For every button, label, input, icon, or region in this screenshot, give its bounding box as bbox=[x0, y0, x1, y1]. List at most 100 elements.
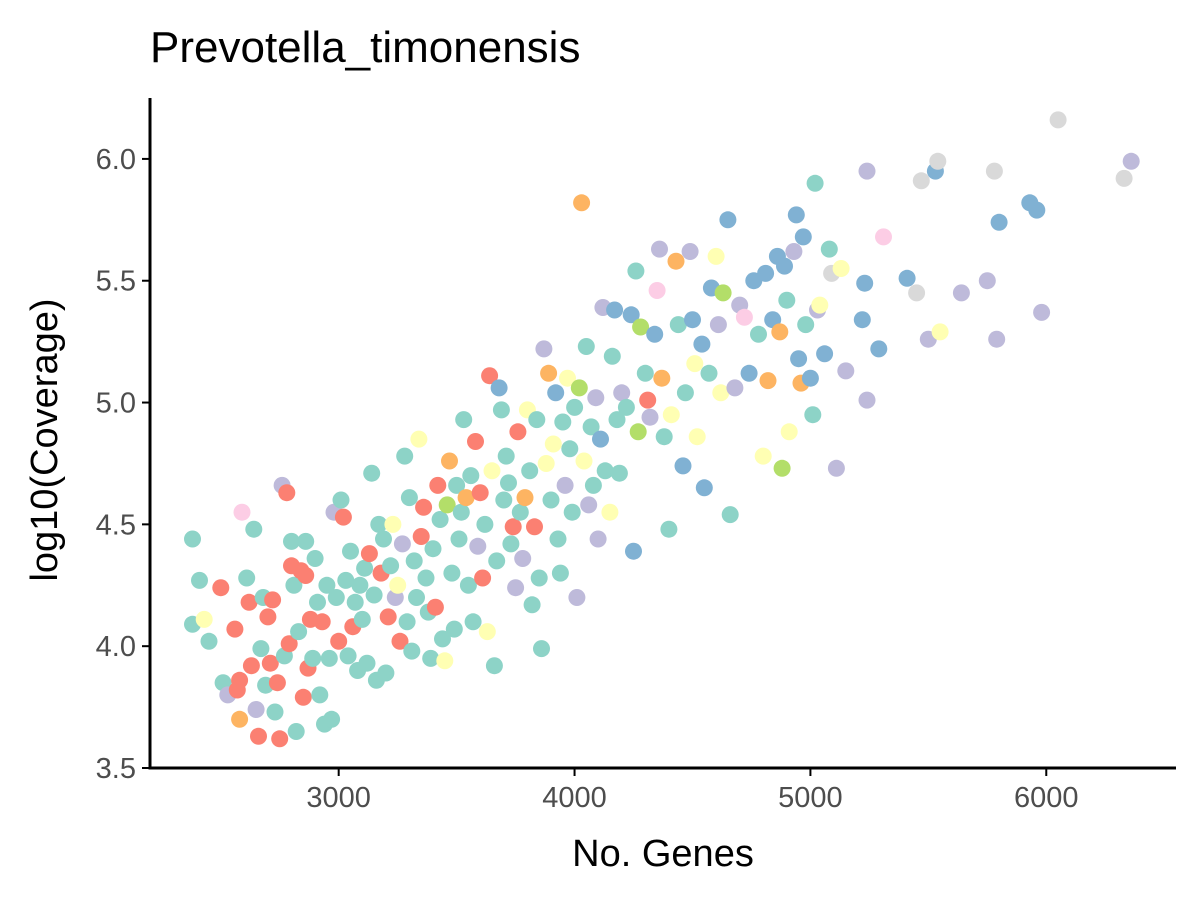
data-point bbox=[443, 564, 461, 582]
data-point bbox=[398, 613, 416, 631]
data-point bbox=[363, 464, 381, 482]
data-point bbox=[280, 635, 298, 653]
data-point bbox=[780, 423, 798, 441]
data-point bbox=[627, 262, 645, 280]
data-point bbox=[617, 398, 635, 416]
data-point bbox=[485, 657, 503, 675]
data-point bbox=[1115, 169, 1133, 187]
data-point bbox=[403, 642, 421, 660]
data-point bbox=[408, 589, 425, 606]
data-point bbox=[544, 435, 562, 453]
data-point bbox=[651, 240, 668, 258]
data-point bbox=[988, 330, 1006, 348]
data-point bbox=[530, 569, 548, 587]
data-point bbox=[278, 484, 296, 502]
data-point bbox=[231, 671, 249, 689]
data-point bbox=[429, 476, 447, 494]
data-point bbox=[231, 710, 249, 728]
data-point bbox=[377, 664, 395, 682]
data-point bbox=[445, 620, 463, 638]
data-point bbox=[985, 162, 1003, 180]
y-tick-label: 3.5 bbox=[96, 753, 136, 785]
data-point bbox=[547, 384, 565, 402]
data-point bbox=[735, 308, 753, 326]
data-point bbox=[587, 389, 605, 407]
data-point bbox=[384, 515, 402, 533]
data-point bbox=[431, 511, 449, 528]
data-point bbox=[714, 284, 732, 302]
data-point bbox=[655, 428, 673, 446]
data-point bbox=[400, 489, 418, 507]
data-point bbox=[1028, 201, 1046, 219]
data-point bbox=[858, 391, 876, 409]
data-point bbox=[297, 567, 315, 584]
data-point bbox=[313, 613, 331, 631]
data-point bbox=[500, 474, 517, 492]
data-point bbox=[978, 272, 996, 290]
y-tick-label: 4.5 bbox=[96, 509, 136, 541]
data-point bbox=[469, 537, 487, 555]
data-point bbox=[875, 228, 892, 246]
data-point bbox=[483, 462, 501, 480]
data-point bbox=[806, 174, 824, 192]
data-point bbox=[688, 428, 706, 446]
data-point bbox=[502, 535, 520, 553]
data-point bbox=[740, 364, 758, 382]
data-point bbox=[526, 518, 543, 536]
points-layer bbox=[184, 111, 1140, 748]
data-point bbox=[584, 476, 602, 494]
data-point bbox=[820, 240, 838, 258]
data-point bbox=[535, 340, 553, 358]
data-point bbox=[353, 610, 371, 628]
data-point bbox=[606, 301, 624, 319]
data-point bbox=[693, 335, 711, 353]
data-point bbox=[537, 455, 555, 472]
data-point bbox=[929, 152, 947, 170]
data-point bbox=[669, 316, 687, 334]
data-point bbox=[247, 701, 265, 718]
data-point bbox=[561, 440, 579, 458]
data-point bbox=[306, 550, 324, 567]
data-point bbox=[212, 579, 230, 597]
data-point bbox=[379, 608, 397, 626]
data-point bbox=[771, 323, 789, 341]
data-point bbox=[582, 418, 600, 436]
data-point bbox=[832, 260, 850, 277]
data-point bbox=[853, 311, 871, 329]
data-point bbox=[311, 686, 329, 704]
data-point bbox=[613, 384, 631, 402]
data-point bbox=[559, 369, 576, 387]
data-point bbox=[339, 647, 357, 665]
data-point bbox=[601, 503, 619, 521]
x-tick-label: 5000 bbox=[778, 782, 843, 814]
data-point bbox=[238, 569, 256, 587]
data-point bbox=[580, 496, 598, 514]
data-point bbox=[625, 542, 642, 560]
data-point bbox=[467, 433, 484, 450]
data-point bbox=[346, 593, 364, 611]
data-point bbox=[712, 384, 730, 402]
data-point bbox=[556, 476, 574, 494]
data-point bbox=[797, 316, 815, 334]
data-point bbox=[528, 411, 546, 429]
data-point bbox=[856, 274, 874, 292]
data-point bbox=[233, 503, 251, 521]
data-point bbox=[757, 264, 775, 282]
data-point bbox=[721, 506, 739, 524]
data-point bbox=[646, 325, 664, 343]
data-point bbox=[610, 464, 628, 482]
data-point bbox=[794, 228, 812, 246]
data-point bbox=[1122, 152, 1140, 170]
data-point bbox=[351, 576, 369, 594]
data-point bbox=[551, 564, 569, 582]
data-point bbox=[858, 162, 876, 180]
data-point bbox=[827, 459, 845, 477]
data-point bbox=[459, 576, 477, 594]
data-point bbox=[540, 364, 558, 382]
data-point bbox=[632, 318, 650, 336]
data-point bbox=[290, 623, 308, 641]
data-point bbox=[271, 730, 289, 748]
data-point bbox=[492, 401, 510, 419]
data-point bbox=[801, 369, 819, 387]
